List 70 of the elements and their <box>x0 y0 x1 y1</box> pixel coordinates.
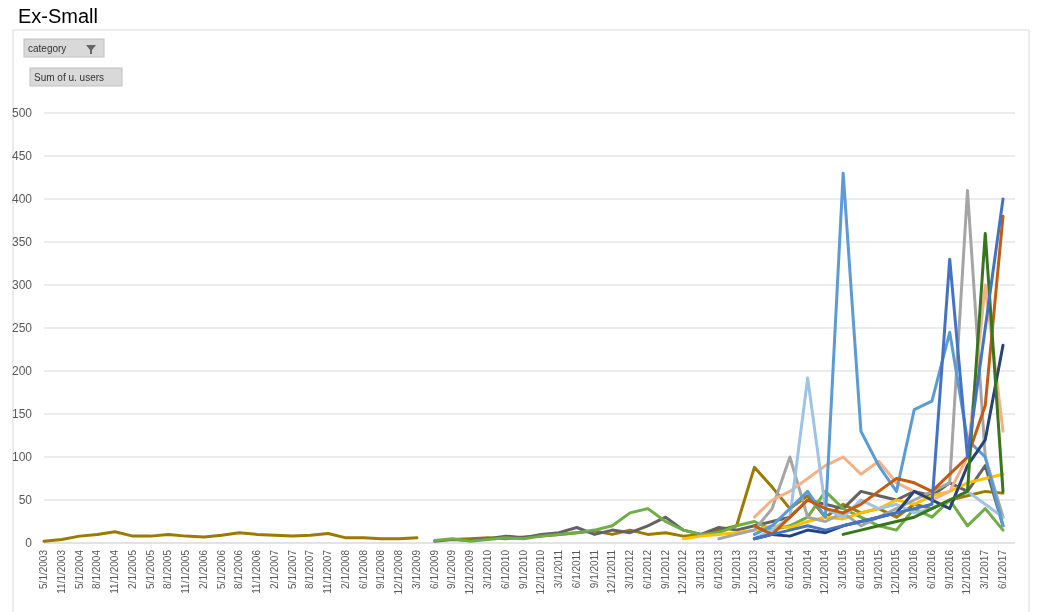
x-tick-label: 6/1/2011 <box>570 549 582 589</box>
x-tick-label: 3/1/2012 <box>624 549 636 589</box>
x-tick-label: 5/1/2006 <box>215 549 227 589</box>
x-tick-label: 6/1/2008 <box>357 549 369 589</box>
x-tick-label: 6/1/2014 <box>783 549 795 589</box>
x-tick-label: 8/1/2007 <box>304 549 316 589</box>
x-tick-label: 12/1/2016 <box>961 549 973 595</box>
x-tick-label: 5/1/2005 <box>144 549 156 589</box>
x-tick-label: 11/1/2003 <box>55 549 67 594</box>
x-tick-label: 9/1/2013 <box>730 549 742 589</box>
x-tick-label: 6/1/2015 <box>854 549 866 589</box>
x-tick-label: 12/1/2012 <box>677 549 689 595</box>
line-series <box>841 231 1005 536</box>
y-tick-label: 500 <box>11 106 33 121</box>
x-tick-label: 12/1/2011 <box>606 549 618 594</box>
x-tick-label: 8/1/2005 <box>162 549 174 589</box>
x-tick-label: 3/1/2011 <box>553 549 565 589</box>
y-tick-label: 0 <box>25 536 33 551</box>
x-tick-label: 3/1/2016 <box>908 549 920 589</box>
y-tick-label: 100 <box>11 450 33 465</box>
x-tick-label: 9/1/2016 <box>943 549 955 589</box>
x-tick-label: 9/1/2008 <box>375 549 387 589</box>
x-tick-label: 11/1/2007 <box>322 549 334 594</box>
x-tick-label: 9/1/2012 <box>659 549 671 589</box>
y-tick-label: 200 <box>11 364 33 379</box>
x-tick-label: 11/1/2005 <box>180 549 192 594</box>
x-tick-label: 6/1/2013 <box>712 549 724 589</box>
x-tick-label: 9/1/2009 <box>446 549 458 589</box>
chart-title: Ex-Small <box>18 5 99 27</box>
x-tick-label: 8/1/2006 <box>233 549 245 589</box>
x-tick-label: 2/1/2007 <box>268 549 280 589</box>
x-tick-label: 5/1/2007 <box>286 549 298 589</box>
y-tick-label: 50 <box>18 493 33 508</box>
x-tick-label: 6/1/2016 <box>925 549 937 589</box>
x-tick-label: 12/1/2015 <box>890 549 902 595</box>
x-tick-label: 12/1/2014 <box>819 549 831 595</box>
x-tick-label: 9/1/2011 <box>588 549 600 589</box>
text: category <box>28 43 67 54</box>
x-tick-label: 11/1/2006 <box>251 549 263 594</box>
x-tick-label: 8/1/2004 <box>91 549 103 589</box>
x-tick-label: 6/1/2012 <box>641 549 653 589</box>
y-tick-label: 150 <box>11 407 33 422</box>
x-tick-label: 9/1/2010 <box>517 549 529 589</box>
x-tick-label: 12/1/2009 <box>464 549 476 595</box>
y-tick-label: 250 <box>11 321 33 336</box>
x-tick-label: 6/1/2010 <box>499 549 511 589</box>
y-tick-label: 450 <box>11 149 33 164</box>
x-tick-label: 5/1/2003 <box>38 549 49 589</box>
text: Sum of u. users <box>34 72 105 83</box>
x-tick-label: 2/1/2008 <box>339 549 351 589</box>
y-tick-label: 300 <box>11 278 33 293</box>
x-tick-label: 11/1/2004 <box>109 549 121 594</box>
y-tick-label: 350 <box>11 235 33 250</box>
x-tick-label: 3/1/2014 <box>766 549 778 589</box>
x-tick-label: 9/1/2015 <box>872 549 884 589</box>
x-tick-label: 3/1/2009 <box>410 549 422 589</box>
x-tick-label: 6/1/2017 <box>997 549 1008 589</box>
y-tick-label: 400 <box>11 192 33 207</box>
x-tick-label: 9/1/2014 <box>801 549 813 589</box>
x-tick-label: 3/1/2013 <box>695 549 707 589</box>
x-tick-label: 3/1/2015 <box>837 549 849 589</box>
x-tick-label: 2/1/2005 <box>126 549 138 589</box>
x-tick-label: 6/1/2009 <box>428 549 440 589</box>
x-tick-label: 2/1/2006 <box>197 549 209 589</box>
x-tick-label: 12/1/2010 <box>535 549 547 595</box>
x-tick-label: 3/1/2010 <box>481 549 493 589</box>
x-tick-label: 3/1/2017 <box>979 549 991 589</box>
x-tick-label: 5/1/2004 <box>73 549 85 589</box>
x-tick-label: 12/1/2008 <box>393 549 405 595</box>
x-tick-label: 12/1/2013 <box>748 549 760 595</box>
